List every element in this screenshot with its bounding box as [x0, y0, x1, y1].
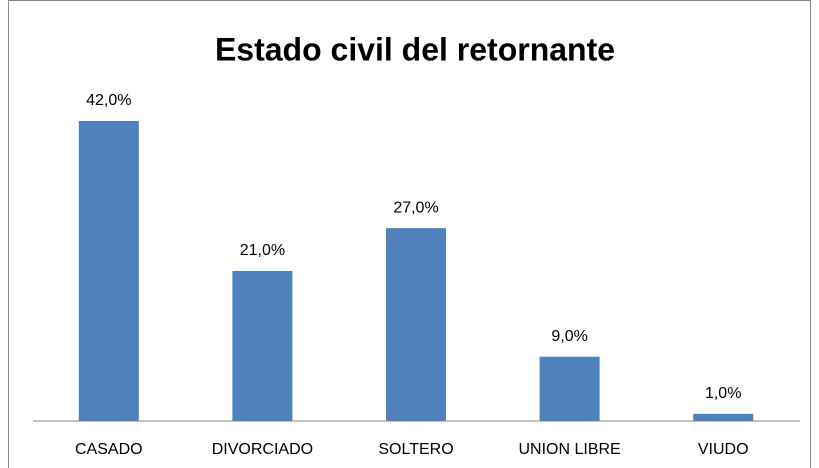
data-label: 42,0% [86, 92, 131, 109]
bar [78, 121, 139, 421]
bar [386, 228, 446, 421]
x-tick-label: VIUDO [698, 441, 749, 458]
bar [693, 413, 754, 421]
data-label: 9,0% [551, 328, 587, 345]
chart-title: Estado civil del retornante [215, 31, 615, 67]
data-label: 21,0% [240, 242, 285, 259]
bar [232, 271, 293, 421]
data-label: 1,0% [705, 385, 741, 402]
x-tick-label: SOLTERO [378, 441, 453, 458]
x-tick-label: CASADO [75, 441, 143, 458]
bar [539, 356, 600, 421]
data-label: 27,0% [393, 199, 438, 216]
x-tick-label: UNION LIBRE [518, 441, 620, 458]
x-tick-label: DIVORCIADO [212, 441, 313, 458]
